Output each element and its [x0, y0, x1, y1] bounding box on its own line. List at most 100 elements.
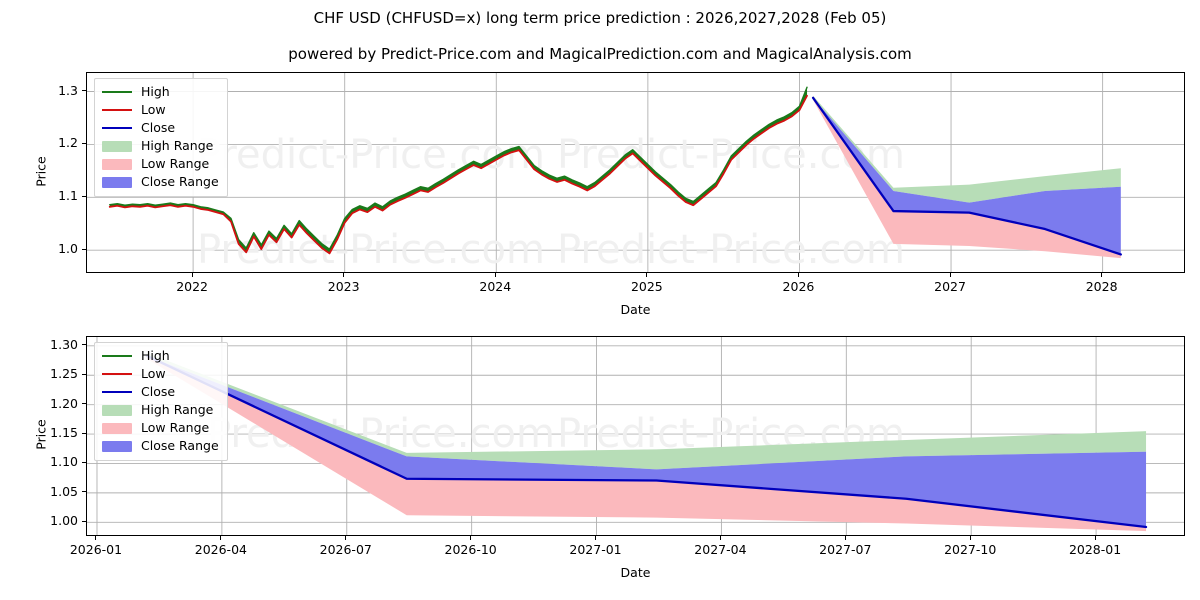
x-tick-label: 2023	[327, 279, 360, 294]
y-tick-mark	[82, 373, 86, 375]
y-tick-label: 1.15	[50, 425, 78, 441]
x-tick-label: 2022	[176, 279, 209, 294]
legend-swatch-fill	[102, 141, 132, 152]
legend-swatch-fill	[102, 391, 132, 394]
y-tick-label: 1.30	[50, 336, 78, 352]
legend-swatch-fill	[102, 373, 132, 376]
forecast-series-layer: Predict-Price.com Predict-Price.com	[87, 337, 1184, 535]
x-tick-mark	[1101, 273, 1103, 277]
x-tick-mark	[343, 273, 345, 277]
x-tick-mark	[220, 536, 222, 540]
close-forecast-line	[145, 354, 1148, 529]
x-tick-label: 2027-04	[694, 542, 747, 557]
x-tick-mark	[797, 273, 799, 277]
legend-item[interactable]: Close Range	[102, 173, 219, 191]
legend-item-label: Close Range	[141, 438, 219, 453]
legend-swatch-fill	[102, 109, 132, 112]
low-range-band	[146, 355, 1147, 532]
forecast-legend: High Low Close High Range Low Range Close Ran…	[94, 342, 228, 461]
x-tick-label: 2027-07	[819, 542, 872, 557]
legend-item[interactable]: Low Range	[102, 155, 219, 173]
x-tick-label: 2028-01	[1068, 542, 1122, 557]
legend-swatch-fill	[102, 423, 132, 434]
legend-line-swatch	[102, 349, 132, 363]
legend-swatch-fill	[102, 405, 132, 416]
legend-item[interactable]: Low	[102, 101, 219, 119]
y-tick-mark	[82, 520, 86, 522]
y-tick-label: 1.2	[58, 135, 78, 151]
legend-swatch-fill	[102, 91, 132, 94]
legend-item[interactable]: High Range	[102, 137, 219, 155]
legend-patch-swatch	[102, 175, 132, 189]
y-tick-label: 1.05	[50, 483, 78, 499]
y-tick-label: 1.0	[58, 241, 78, 257]
legend-item[interactable]: Low Range	[102, 419, 219, 437]
legend-item-label: Low	[141, 102, 166, 117]
legend-item[interactable]: High	[102, 347, 219, 365]
legend-item[interactable]: Close Range	[102, 437, 219, 455]
legend-patch-swatch	[102, 139, 132, 153]
page-subtitle: powered by Predict-Price.com and Magical…	[288, 45, 912, 63]
y-tick-mark	[82, 90, 86, 91]
legend-item-label: High Range	[141, 402, 214, 417]
x-tick-mark	[844, 536, 846, 540]
history-high-line	[109, 86, 808, 250]
y-tick-label: 1.3	[58, 82, 78, 98]
x-tick-label: 2027-10	[944, 542, 997, 557]
x-tick-mark	[595, 536, 597, 540]
legend-line-swatch	[102, 121, 132, 135]
y-tick-mark	[82, 142, 86, 144]
x-tick-label: 2027-01	[569, 542, 622, 557]
legend-swatch-fill	[102, 159, 132, 170]
legend-patch-swatch	[102, 439, 132, 453]
x-tick-label: 2028	[1085, 279, 1118, 294]
x-tick-mark	[1094, 536, 1096, 540]
legend-swatch-fill	[102, 355, 132, 358]
y-tick-label: 1.20	[50, 395, 78, 411]
low-range-band	[813, 97, 1121, 259]
forecast-x-axis-label: Date	[620, 565, 651, 580]
legend-line-swatch	[102, 367, 132, 381]
x-tick-mark	[719, 536, 721, 540]
page-title: CHF USD (CHFUSD=x) long term price predi…	[313, 9, 887, 27]
legend-line-swatch	[102, 385, 132, 399]
legend-item[interactable]: High	[102, 83, 219, 101]
legend-item-label: High Range	[141, 138, 214, 153]
legend-patch-swatch	[102, 421, 132, 435]
y-tick-label: 1.25	[50, 366, 78, 382]
legend-swatch-fill	[102, 177, 132, 188]
x-tick-mark	[646, 273, 648, 277]
legend-item[interactable]: Close	[102, 383, 219, 401]
y-tick-mark	[82, 432, 86, 434]
x-tick-mark	[95, 536, 97, 540]
legend-swatch-fill	[102, 441, 132, 452]
forecast-plot-area: Predict-Price.com Predict-Price.com	[86, 336, 1185, 536]
y-tick-label: 1.00	[50, 513, 78, 529]
x-tick-mark	[470, 536, 472, 540]
x-tick-label: 2025	[630, 279, 663, 294]
y-tick-mark	[82, 461, 86, 463]
x-tick-mark	[969, 536, 971, 540]
legend-item-label: High	[141, 348, 170, 363]
x-tick-label: 2026	[782, 279, 815, 294]
x-tick-mark	[191, 273, 193, 277]
legend-item[interactable]: Low	[102, 365, 219, 383]
legend-item-label: Low Range	[141, 420, 210, 435]
x-tick-label: 2027	[934, 279, 966, 294]
forecast-y-axis-label: Price	[33, 419, 49, 450]
x-tick-label: 2026-10	[444, 542, 497, 557]
x-tick-mark	[494, 273, 496, 277]
x-tick-label: 2026-04	[194, 542, 247, 557]
y-tick-label: 1.10	[50, 454, 78, 470]
overview-series-layer: Predict-Price.com Predict-Price.comPredic…	[87, 73, 1184, 272]
legend-line-swatch	[102, 85, 132, 99]
legend-item[interactable]: High Range	[102, 401, 219, 419]
x-tick-label: 2026-07	[319, 542, 372, 557]
legend-item-label: Low	[141, 366, 166, 381]
legend-item[interactable]: Close	[102, 119, 219, 137]
legend-swatch-fill	[102, 127, 132, 130]
legend-item-label: Close Range	[141, 174, 219, 189]
